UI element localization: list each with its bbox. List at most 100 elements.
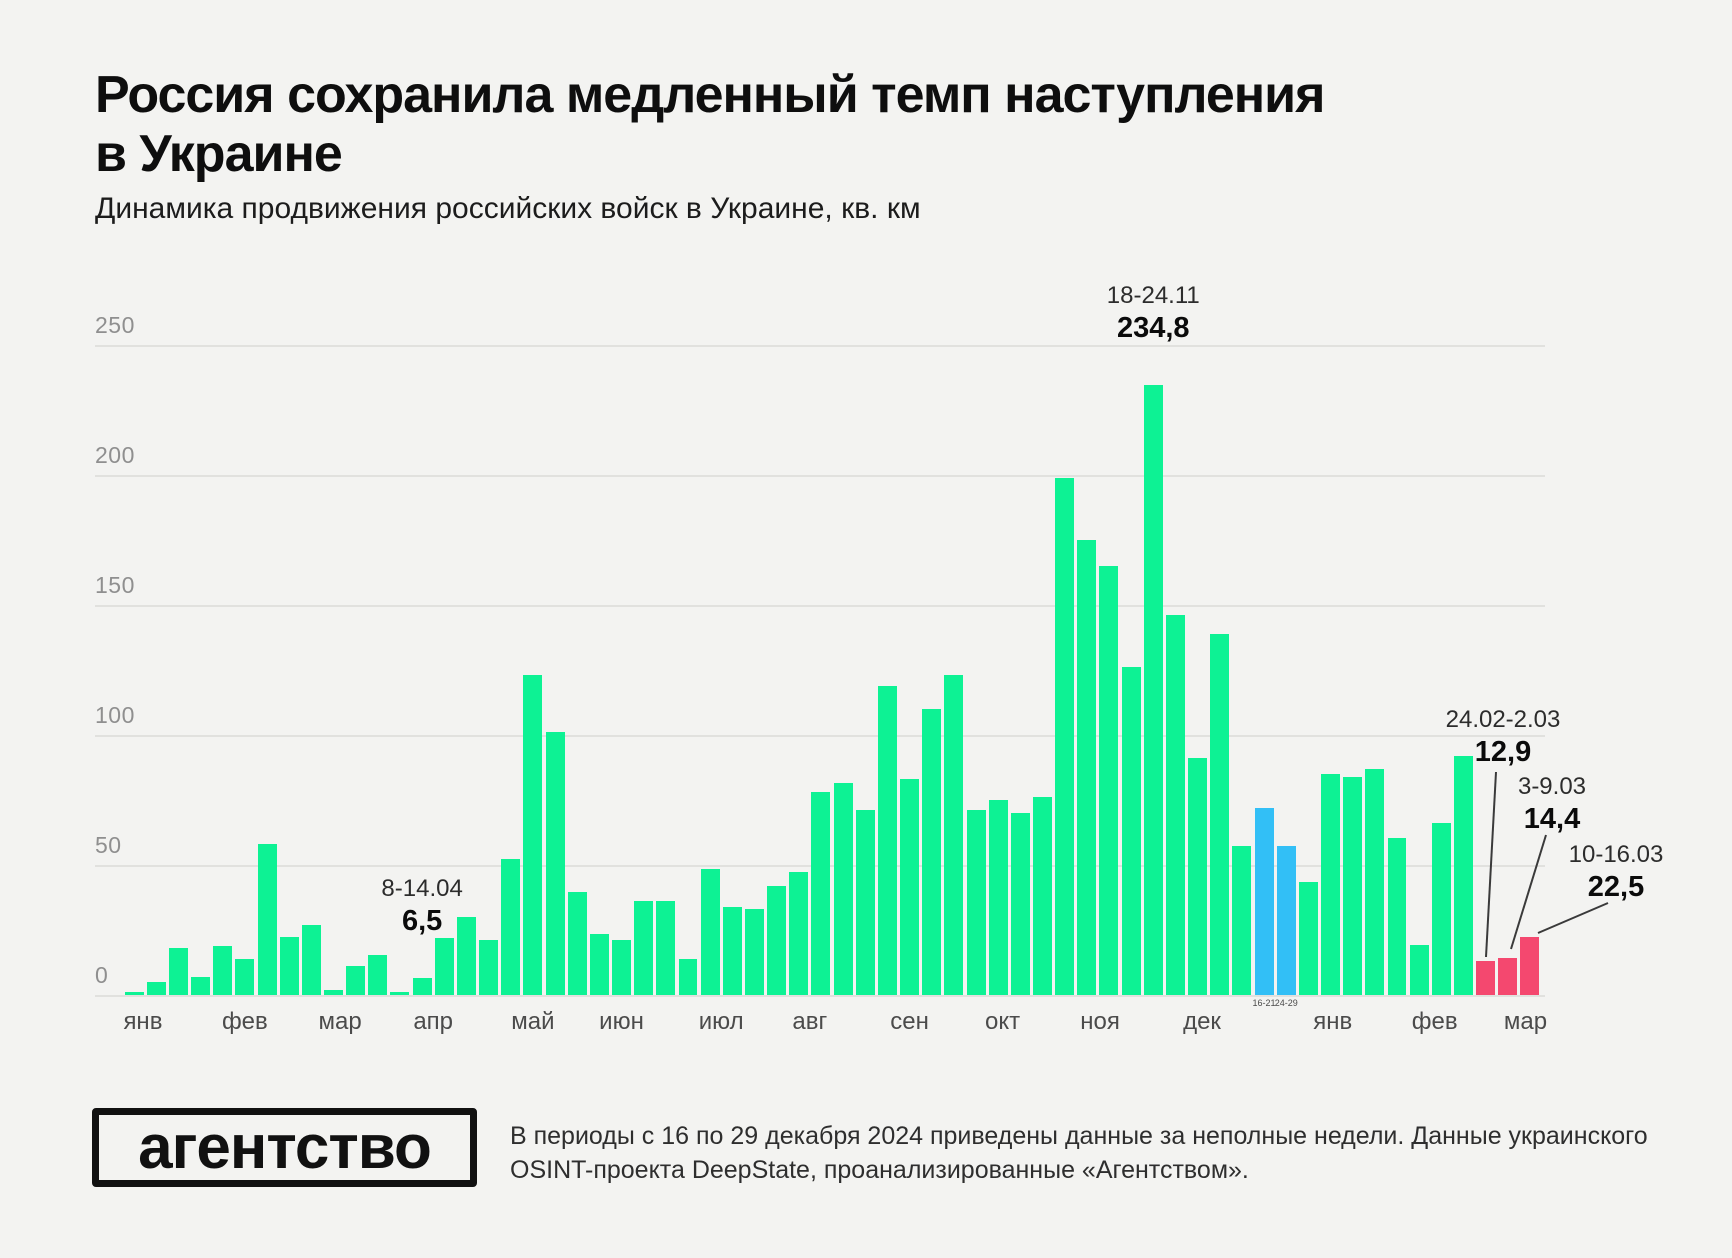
partial-week-label: 16-21 bbox=[1252, 998, 1276, 1008]
annotation-value: 22,5 bbox=[1587, 871, 1645, 903]
bar-weekly-12 bbox=[368, 954, 388, 995]
annotation-10-16.03: 10-16.03 22,5 bbox=[1569, 840, 1664, 904]
bar-weekly-9 bbox=[301, 924, 321, 995]
bar-weekly-58 bbox=[1387, 837, 1407, 995]
bar-weekly-39 bbox=[966, 810, 986, 995]
bars-row bbox=[123, 345, 1541, 995]
bar-weekly-60 bbox=[1431, 823, 1451, 995]
bar-weekly-20 bbox=[545, 732, 565, 995]
bar-weekly-17 bbox=[479, 940, 499, 995]
annotation-18-24.11: 18-24.11 234,8 bbox=[1107, 281, 1200, 345]
bar-weekly-42 bbox=[1033, 797, 1052, 995]
bar-weekly-2 bbox=[146, 982, 166, 995]
x-axis-month-label: июн bbox=[599, 1008, 644, 1035]
bar-recent-week-62 bbox=[1476, 961, 1496, 995]
gridline-y-100 bbox=[95, 735, 1545, 737]
bar-weekly-34 bbox=[855, 810, 875, 995]
bar-weekly-61 bbox=[1453, 755, 1473, 995]
page-title: Россия сохранила медленный темп наступле… bbox=[95, 66, 1325, 183]
y-axis-tick-label: 250 bbox=[95, 312, 135, 338]
x-axis-month-label: авг bbox=[792, 1008, 828, 1035]
bar-weekly-48 bbox=[1165, 615, 1185, 995]
bar-weekly-41 bbox=[1010, 813, 1030, 995]
annotation-period: 3-9.03 bbox=[1517, 773, 1587, 800]
x-axis-month-label: янв bbox=[123, 1008, 163, 1035]
x-axis-month-label: фев bbox=[221, 1008, 268, 1035]
page-subtitle: Динамика продвижения российских войск в … bbox=[95, 192, 921, 225]
x-axis-month-label: мар bbox=[1503, 1008, 1548, 1035]
bar-weekly-14 bbox=[412, 978, 432, 995]
gridline-y-250 bbox=[95, 345, 1545, 347]
bar-weekly-21 bbox=[567, 892, 587, 995]
bar-weekly-23 bbox=[612, 940, 631, 995]
bar-weekly-26 bbox=[678, 958, 698, 995]
bar-recent-week-64 bbox=[1520, 936, 1540, 995]
agentstvo-logo: агентство bbox=[92, 1108, 477, 1187]
bar-weekly-15 bbox=[434, 937, 454, 995]
annotation-period: 10-16.03 bbox=[1568, 841, 1664, 868]
bar-weekly-24 bbox=[634, 901, 654, 995]
partial-week-label: 24-29 bbox=[1274, 998, 1298, 1008]
bar-weekly-31 bbox=[789, 871, 809, 995]
agentstvo-logo-text: агентство bbox=[138, 1112, 432, 1182]
bar-weekly-13 bbox=[390, 992, 410, 995]
footnote: В периоды с 16 по 29 декабря 2024 привед… bbox=[510, 1122, 1648, 1184]
bar-weekly-27 bbox=[700, 868, 720, 995]
bar-weekly-16 bbox=[456, 917, 476, 995]
y-axis-tick-label: 200 bbox=[95, 442, 135, 468]
annotation-24.02-2.03: 24.02-2.03 12,9 bbox=[1446, 705, 1561, 769]
bar-weekly-35 bbox=[877, 685, 897, 995]
y-axis-tick-label: 150 bbox=[95, 572, 135, 598]
bar-weekly-25 bbox=[656, 901, 676, 995]
bar-partial-week-53 bbox=[1276, 845, 1296, 995]
bar-weekly-59 bbox=[1409, 944, 1429, 995]
x-axis-month-label: июл bbox=[698, 1008, 744, 1035]
bar-weekly-5 bbox=[213, 945, 233, 995]
annotation-3-9.03: 3-9.03 14,4 bbox=[1518, 772, 1586, 836]
x-axis-month-label: сен bbox=[890, 1008, 929, 1035]
bar-weekly-37 bbox=[922, 709, 942, 995]
bar-recent-week-63 bbox=[1498, 957, 1518, 995]
bar-weekly-40 bbox=[988, 800, 1008, 995]
bar-weekly-1 bbox=[124, 992, 144, 995]
x-axis-month-label: окт bbox=[985, 1008, 1021, 1035]
x-axis-month-label: мар bbox=[318, 1008, 362, 1035]
bar-weekly-47 bbox=[1143, 384, 1163, 995]
x-axis-month-label: фев bbox=[1411, 1008, 1458, 1035]
bar-weekly-50 bbox=[1210, 633, 1230, 995]
bar-weekly-22 bbox=[589, 933, 609, 995]
bar-weekly-10 bbox=[324, 989, 343, 995]
gridline-y-200 bbox=[95, 475, 1545, 477]
bar-weekly-11 bbox=[346, 966, 366, 995]
bar-weekly-19 bbox=[523, 675, 543, 995]
gridline-y-0 bbox=[95, 995, 1545, 997]
bar-weekly-57 bbox=[1365, 768, 1385, 995]
annotation-period: 8-14.04 bbox=[381, 875, 463, 903]
bar-weekly-38 bbox=[944, 675, 964, 995]
y-axis-tick-label: 50 bbox=[95, 832, 122, 858]
x-axis-month-label: дек bbox=[1183, 1008, 1221, 1035]
bar-weekly-32 bbox=[811, 792, 831, 995]
annotation-period: 18-24.11 bbox=[1106, 281, 1200, 309]
bar-weekly-36 bbox=[900, 779, 920, 995]
bar-weekly-3 bbox=[168, 948, 188, 995]
bar-weekly-28 bbox=[722, 906, 742, 995]
bar-weekly-56 bbox=[1343, 776, 1363, 995]
bar-weekly-45 bbox=[1099, 566, 1119, 995]
x-axis-month-label: май bbox=[511, 1008, 555, 1035]
x-axis-month-label: ноя bbox=[1080, 1008, 1120, 1035]
x-axis-month-label: апр bbox=[413, 1008, 454, 1035]
bar-weekly-18 bbox=[501, 858, 521, 995]
gridline-y-150 bbox=[95, 605, 1545, 607]
bar-weekly-8 bbox=[279, 936, 299, 995]
bar-weekly-30 bbox=[767, 885, 787, 995]
y-axis-tick-label: 100 bbox=[95, 702, 135, 728]
bar-weekly-46 bbox=[1121, 667, 1141, 995]
bar-weekly-33 bbox=[833, 783, 853, 995]
bar-weekly-6 bbox=[235, 958, 255, 995]
annotation-value: 6,5 bbox=[401, 905, 443, 938]
bar-weekly-4 bbox=[191, 976, 211, 995]
bar-weekly-44 bbox=[1077, 540, 1097, 995]
bar-weekly-54 bbox=[1298, 881, 1318, 995]
bar-partial-week-52 bbox=[1254, 807, 1274, 995]
